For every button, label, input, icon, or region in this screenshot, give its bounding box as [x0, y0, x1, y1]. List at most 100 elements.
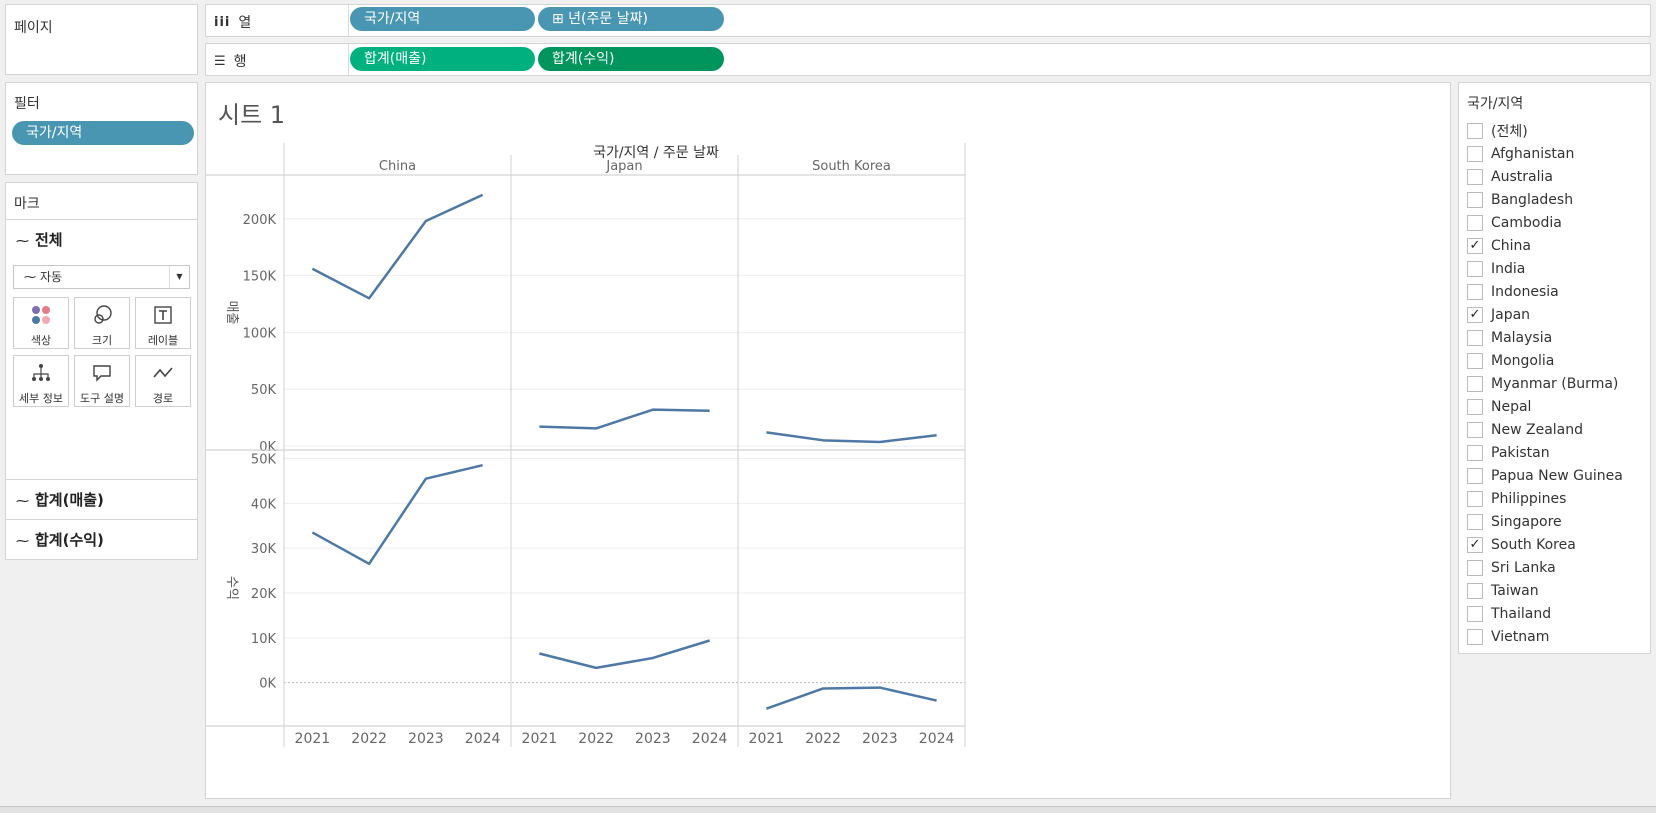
- country-filter-item[interactable]: Afghanistan: [1467, 144, 1574, 164]
- country-filter-item[interactable]: (전체): [1467, 121, 1528, 141]
- y-axis-label: 매출: [224, 301, 239, 325]
- country-filter-item[interactable]: Thailand: [1467, 604, 1551, 624]
- checkbox[interactable]: [1467, 192, 1483, 208]
- legend-title: 국가/지역: [1467, 96, 1524, 112]
- checkbox[interactable]: [1467, 606, 1483, 622]
- row-pill-profit[interactable]: 합계(수익): [538, 47, 724, 71]
- column-pill-year[interactable]: ⊞ 년(주문 날짜): [538, 7, 724, 31]
- country-filter-item[interactable]: Singapore: [1467, 512, 1562, 532]
- series-line: [311, 463, 483, 566]
- country-filter-item[interactable]: Bangladesh: [1467, 190, 1573, 210]
- country-filter-item[interactable]: Malaysia: [1467, 328, 1552, 348]
- marks-title: 마크: [14, 196, 40, 212]
- checkbox[interactable]: [1467, 376, 1483, 392]
- checkbox[interactable]: ✓: [1467, 238, 1483, 254]
- country-filter-item[interactable]: ✓ South Korea: [1467, 535, 1576, 555]
- checkbox[interactable]: [1467, 169, 1483, 185]
- country-filter-label: (전체): [1491, 124, 1528, 140]
- color-button[interactable]: 색상: [13, 297, 69, 349]
- country-filter-label: Afghanistan: [1491, 146, 1575, 162]
- checkbox[interactable]: [1467, 491, 1483, 507]
- path-button[interactable]: 경로: [135, 355, 191, 407]
- pane-header-label: South Korea: [812, 159, 891, 174]
- label-button[interactable]: 레이블: [135, 297, 191, 349]
- country-filter-item[interactable]: India: [1467, 259, 1525, 279]
- country-filter-label: Malaysia: [1491, 330, 1553, 346]
- country-filter-item[interactable]: Sri Lanka: [1467, 558, 1556, 578]
- line-mark-icon: ⁓: [16, 494, 29, 509]
- checkbox[interactable]: [1467, 261, 1483, 277]
- marks-panel: 마크 ⁓ 전체 ⁓ 자동 ▼ 색상 크기 레이블 세부 정보 도구 설명: [5, 182, 198, 560]
- marks-card-all[interactable]: ⁓ 전체: [6, 219, 198, 259]
- country-filter-label: China: [1491, 238, 1531, 254]
- checkbox[interactable]: [1467, 629, 1483, 645]
- x-tick-label: 2024: [465, 731, 501, 747]
- country-filter-label: Japan: [1491, 307, 1531, 323]
- series-line: [539, 408, 710, 430]
- checkbox[interactable]: [1467, 123, 1483, 139]
- country-filter-label: Mongolia: [1491, 353, 1555, 369]
- country-filter-item[interactable]: Papua New Guinea: [1467, 466, 1623, 486]
- detail-button[interactable]: 세부 정보: [13, 355, 69, 407]
- line-mark-icon: ⁓: [24, 270, 36, 284]
- line-mark-icon: ⁓: [16, 534, 29, 549]
- x-tick-label: 2024: [919, 731, 955, 747]
- checkbox[interactable]: [1467, 514, 1483, 530]
- country-filter-label: South Korea: [1491, 537, 1576, 553]
- country-filter-item[interactable]: Australia: [1467, 167, 1553, 187]
- column-pill-country[interactable]: 국가/지역: [350, 7, 535, 31]
- y-tick-label: 10K: [251, 632, 277, 647]
- checkbox[interactable]: ✓: [1467, 537, 1483, 553]
- checkbox[interactable]: [1467, 583, 1483, 599]
- country-filter-item[interactable]: New Zealand: [1467, 420, 1583, 440]
- checkbox[interactable]: [1467, 399, 1483, 415]
- country-filter-label: Nepal: [1491, 399, 1532, 415]
- series-line: [311, 193, 484, 300]
- checkbox[interactable]: [1467, 330, 1483, 346]
- checkbox[interactable]: [1467, 146, 1483, 162]
- checkbox[interactable]: [1467, 445, 1483, 461]
- checkbox[interactable]: [1467, 215, 1483, 231]
- checkbox[interactable]: ✓: [1467, 307, 1483, 323]
- country-filter-item[interactable]: Cambodia: [1467, 213, 1562, 233]
- mark-type-dropdown[interactable]: ⁓ 자동 ▼: [13, 265, 190, 289]
- pages-label: 페이지: [14, 20, 53, 36]
- country-filter-label: Pakistan: [1491, 445, 1550, 461]
- x-tick-label: 2021: [522, 731, 558, 747]
- country-filter-label: Papua New Guinea: [1491, 468, 1623, 484]
- country-filter-item[interactable]: Mongolia: [1467, 351, 1554, 371]
- series-line: [539, 639, 710, 670]
- country-filter-item[interactable]: Taiwan: [1467, 581, 1539, 601]
- tooltip-icon: [75, 362, 129, 388]
- y-tick-label: 30K: [251, 542, 277, 557]
- filter-pill-country[interactable]: 국가/지역: [12, 121, 194, 145]
- country-filter-item[interactable]: ✓ China: [1467, 236, 1531, 256]
- size-icon: [75, 304, 129, 330]
- size-button[interactable]: 크기: [74, 297, 130, 349]
- pages-shelf[interactable]: 페이지: [5, 4, 198, 75]
- row-pill-sales[interactable]: 합계(매출): [350, 47, 535, 71]
- checkbox[interactable]: [1467, 468, 1483, 484]
- sheet-view: 시트 1 국가/지역 / 주문 날짜 China Japan South Korea…: [205, 82, 1451, 799]
- country-filter-label: Myanmar (Burma): [1491, 376, 1619, 392]
- country-filter-item[interactable]: Myanmar (Burma): [1467, 374, 1618, 394]
- country-filter-item[interactable]: ✓ Japan: [1467, 305, 1530, 325]
- y-tick-label: 150K: [243, 270, 277, 285]
- checkbox[interactable]: [1467, 353, 1483, 369]
- rows-label: 행: [233, 54, 247, 70]
- country-filter-item[interactable]: Vietnam: [1467, 627, 1549, 647]
- checkbox[interactable]: [1467, 284, 1483, 300]
- marks-card-profit[interactable]: ⁓ 합계(수익): [6, 519, 198, 559]
- checkbox[interactable]: [1467, 560, 1483, 576]
- country-filter-item[interactable]: Nepal: [1467, 397, 1531, 417]
- country-filter-label: Cambodia: [1491, 215, 1562, 231]
- checkbox[interactable]: [1467, 422, 1483, 438]
- country-filter-item[interactable]: Pakistan: [1467, 443, 1550, 463]
- marks-card-sales[interactable]: ⁓ 합계(매출): [6, 479, 198, 519]
- x-tick-label: 2024: [692, 731, 728, 747]
- y-axis-label: 수익: [224, 576, 239, 600]
- y-tick-label: 50K: [251, 383, 277, 398]
- tooltip-button[interactable]: 도구 설명: [74, 355, 130, 407]
- country-filter-item[interactable]: Philippines: [1467, 489, 1566, 509]
- country-filter-item[interactable]: Indonesia: [1467, 282, 1559, 302]
